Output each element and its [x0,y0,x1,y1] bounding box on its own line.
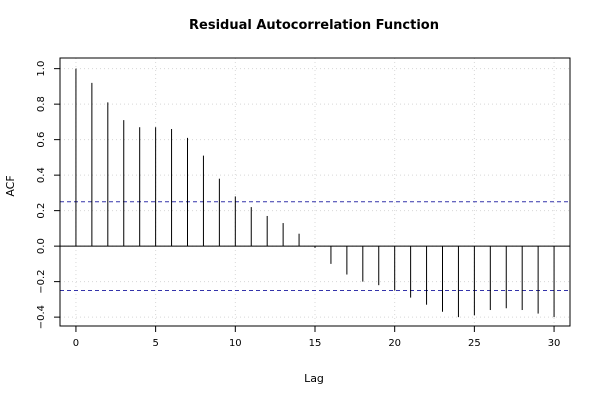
x-tick-label-30: 30 [548,338,561,349]
x-tick-label-0: 0 [73,338,79,349]
x-tick-label-20: 20 [388,338,401,349]
y-tick-label-4: 0.4 [36,167,47,183]
y-axis: −0.4 −0.2 0.0 0.2 0.4 0.6 0.8 1.0 [36,61,61,329]
chart-title: Residual Autocorrelation Function [189,18,439,33]
y-tick-label-7: 1.0 [36,61,47,77]
x-axis-label: Lag [304,372,324,385]
grid-lines [60,58,570,326]
y-axis-label: ACF [4,175,17,196]
y-tick-label-3: 0.2 [36,203,47,219]
x-tick-label-5: 5 [152,338,158,349]
y-tick-label-0: −0.4 [36,305,47,329]
x-tick-label-25: 25 [468,338,481,349]
acf-bars [75,68,555,318]
y-tick-label-6: 0.8 [36,96,47,112]
y-tick-label-5: 0.6 [36,132,47,148]
y-tick-label-2: 0.0 [36,238,47,254]
x-tick-label-15: 15 [309,338,322,349]
y-tick-label-1: −0.2 [36,269,47,293]
x-axis: 0 5 10 15 20 25 30 [73,325,561,349]
x-tick-label-10: 10 [229,338,242,349]
